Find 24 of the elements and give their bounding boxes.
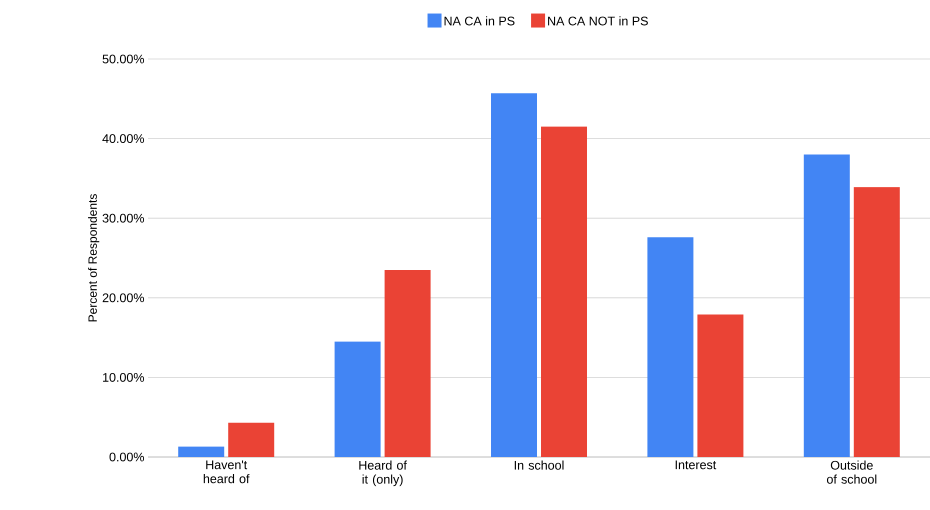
y-tick-label: 0.00% (110, 452, 144, 462)
y-tick-label: 30.00% (102, 214, 144, 223)
x-tick-label: Heard of it (only) (359, 460, 407, 486)
x-tick-label: Interest (676, 460, 716, 470)
bar (178, 446, 224, 457)
bar (854, 187, 900, 457)
bar (647, 237, 694, 457)
bar (541, 126, 588, 457)
bar (384, 270, 431, 457)
bar (804, 154, 850, 457)
x-tick-label: In school (514, 460, 564, 470)
x-tick-label: Haven't heard of (204, 460, 250, 484)
legend-label: NA CA NOT in PS (548, 16, 648, 26)
y-tick-label: 40.00% (102, 134, 144, 144)
x-tick-label: Outside of school (826, 460, 876, 484)
bar (697, 314, 744, 457)
y-tick-label: 10.00% (103, 372, 144, 382)
legend-label: NA CA in PS (444, 16, 514, 26)
y-tick-label: 50.00% (102, 54, 144, 64)
y-axis-title: Percent of Respondents (88, 194, 100, 322)
y-tick-label: 20.00% (102, 293, 144, 302)
bar (228, 422, 274, 457)
bar (491, 93, 538, 457)
bar (334, 342, 381, 457)
